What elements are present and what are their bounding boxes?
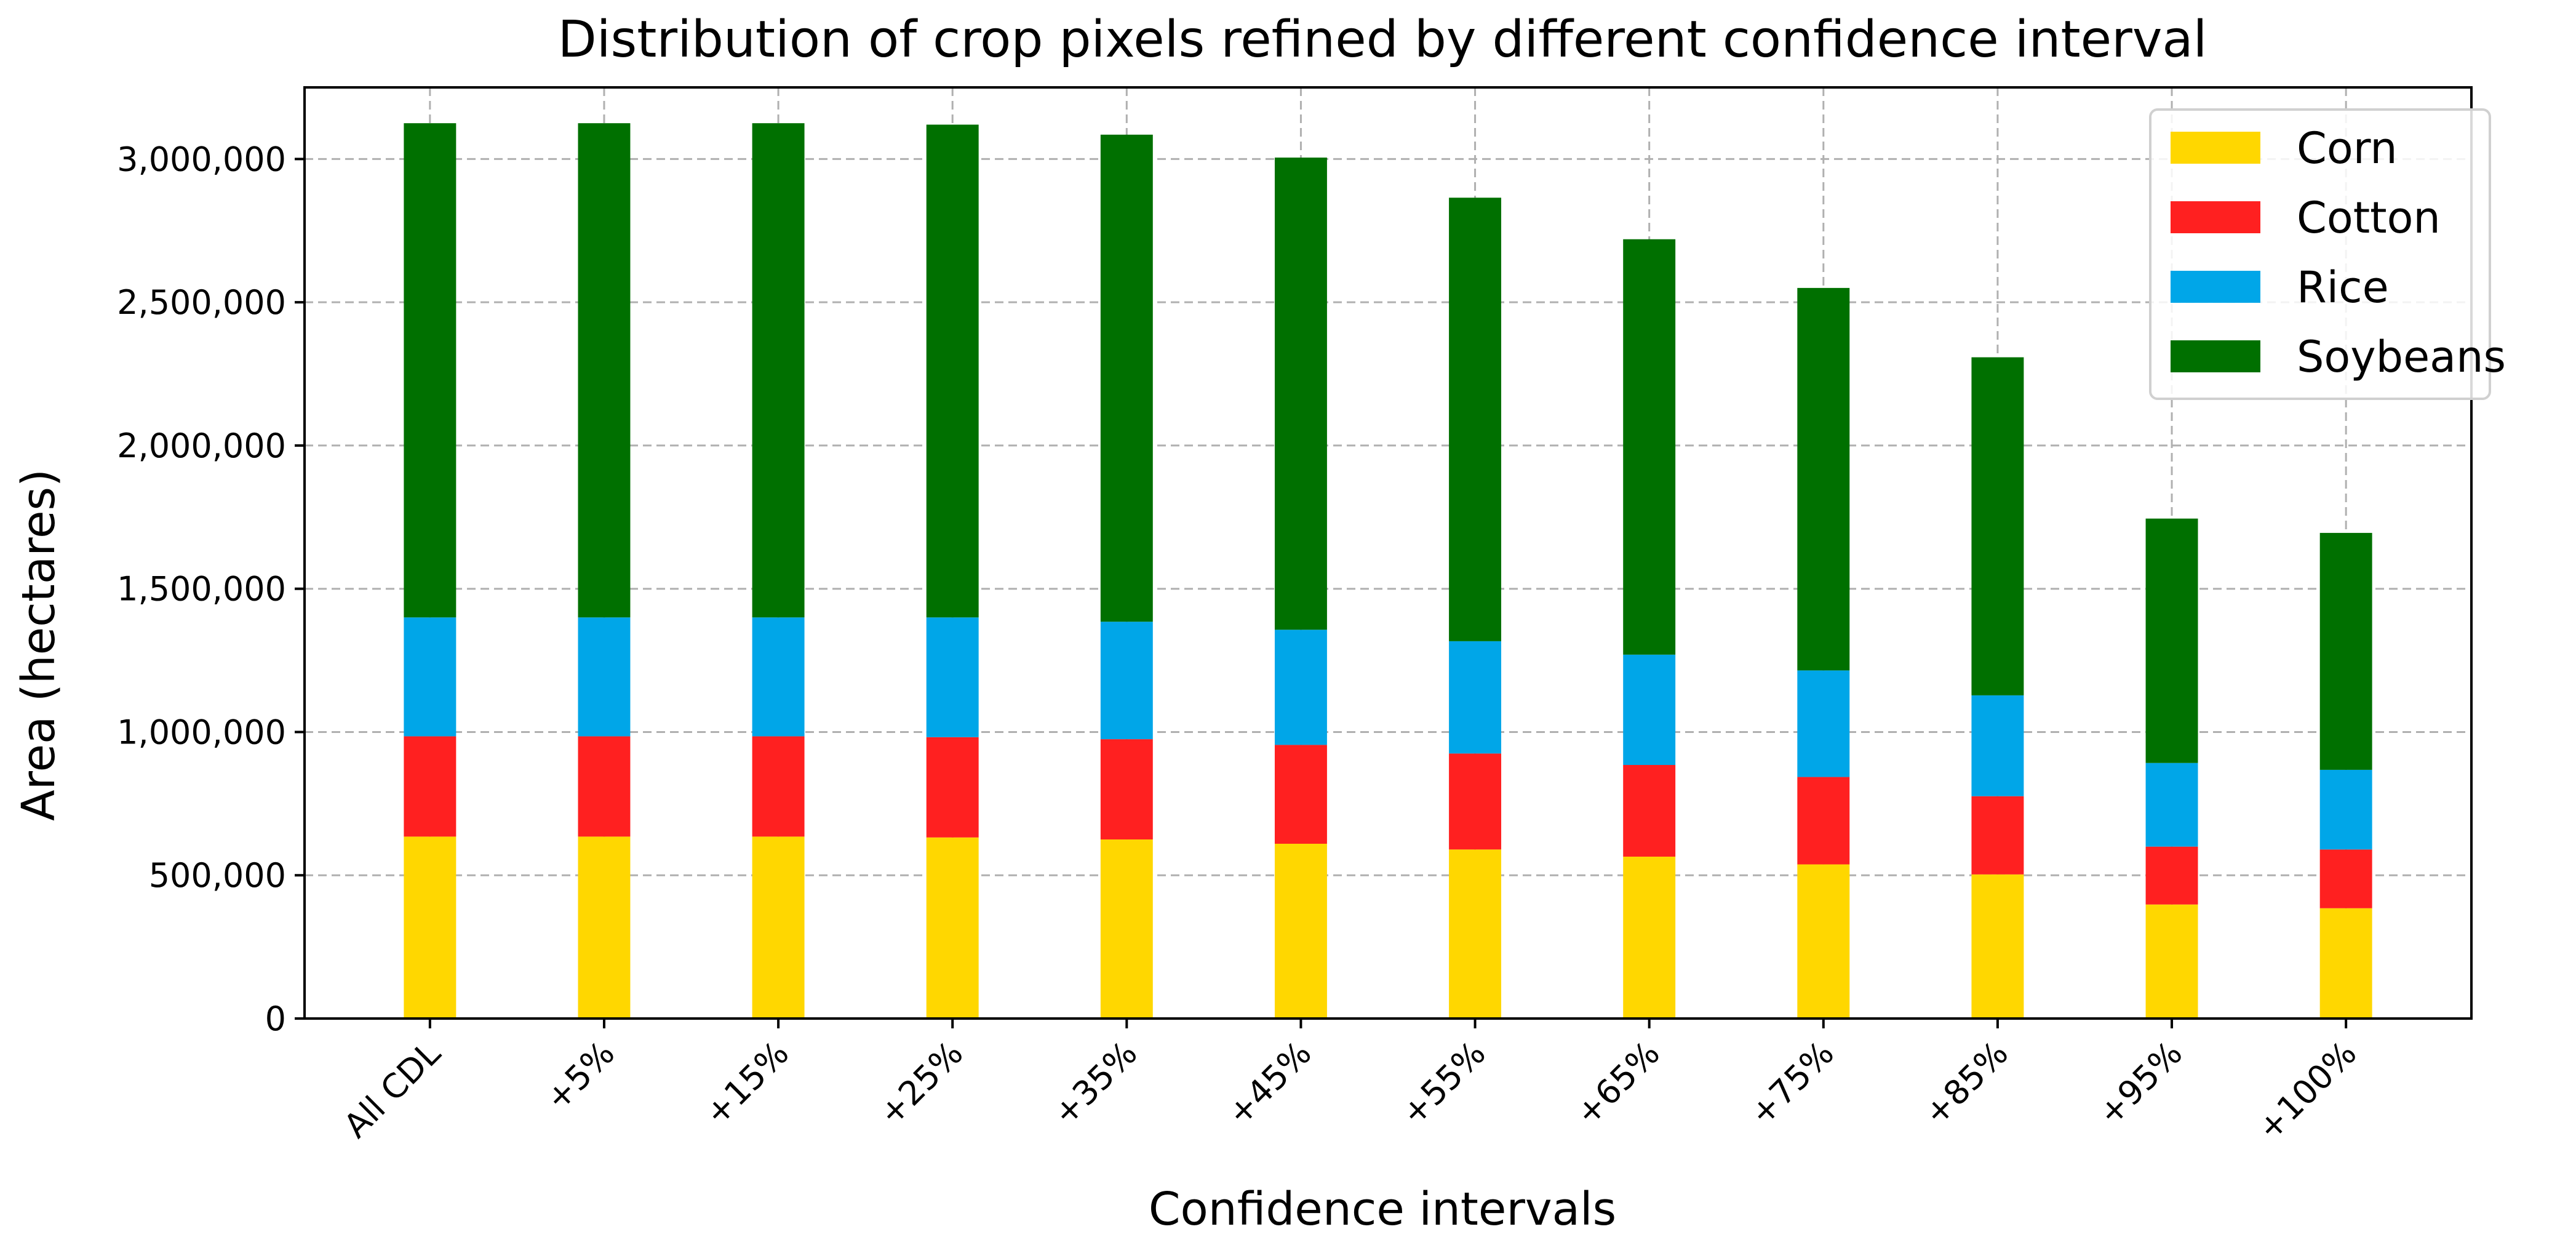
x-axis-label: Confidence intervals <box>1149 1183 1616 1236</box>
bar-cotton-2 <box>578 736 631 837</box>
y-tick-label: 500,000 <box>149 856 286 895</box>
bar-corn-5 <box>1100 839 1153 1019</box>
plot-frame <box>303 86 2473 1020</box>
bar-rice-12 <box>2319 769 2372 850</box>
y-tick-label: 1,000,000 <box>117 713 286 751</box>
y-tick-label: 2,500,000 <box>117 283 286 322</box>
bar-corn-4 <box>926 837 979 1019</box>
legend-label-corn: Corn <box>2297 123 2398 174</box>
legend-label-rice: Rice <box>2297 262 2389 313</box>
bar-rice-1 <box>404 617 457 737</box>
legend-frame <box>2149 108 2491 400</box>
axes <box>303 86 2473 1020</box>
bar-soybeans-5 <box>1100 134 1153 622</box>
bar-soybeans-10 <box>1971 357 2024 695</box>
bar-soybeans-1 <box>404 123 457 618</box>
legend-swatch-cotton <box>2171 201 2260 233</box>
bar-cotton-3 <box>752 736 805 837</box>
bar-cotton-10 <box>1971 796 2024 875</box>
bar-rice-5 <box>1100 622 1153 740</box>
bar-soybeans-12 <box>2319 532 2372 770</box>
bar-rice-9 <box>1797 670 1850 777</box>
bar-cotton-6 <box>1274 745 1327 844</box>
bar-soybeans-9 <box>1797 287 1850 671</box>
bar-rice-8 <box>1623 654 1676 765</box>
legend-swatch-soybeans <box>2171 340 2260 372</box>
legend-label-cotton: Cotton <box>2297 193 2441 243</box>
bar-cotton-5 <box>1100 739 1153 840</box>
bar-rice-6 <box>1274 630 1327 745</box>
bar-soybeans-4 <box>926 124 979 618</box>
bar-corn-7 <box>1449 849 1502 1019</box>
bar-cotton-12 <box>2319 849 2372 908</box>
y-axis-ticks: 0 500,000 1,000,000 1,500,000 2,000,000 2,500… <box>117 140 305 1038</box>
bar-cotton-9 <box>1797 777 1850 865</box>
bar-corn-9 <box>1797 864 1850 1019</box>
bar-cotton-1 <box>404 736 457 837</box>
bar-corn-8 <box>1623 856 1676 1019</box>
bar-rice-10 <box>1971 695 2024 796</box>
bar-cotton-4 <box>926 737 979 838</box>
bar-rice-7 <box>1449 641 1502 754</box>
bar-cotton-7 <box>1449 753 1502 850</box>
bar-corn-12 <box>2319 908 2372 1019</box>
bar-soybeans-3 <box>752 123 805 618</box>
bar-soybeans-7 <box>1449 198 1502 641</box>
y-axis-label: Area (hectares) <box>12 469 65 821</box>
bar-rice-2 <box>578 617 631 737</box>
legend-swatch-rice <box>2171 271 2260 303</box>
legend-label-soybeans: Soybeans <box>2297 332 2506 382</box>
bar-soybeans-8 <box>1623 239 1676 655</box>
bar-corn-10 <box>1971 874 2024 1019</box>
bar-corn-1 <box>404 836 457 1019</box>
legend: Corn Cotton Rice Soybeans <box>2149 108 2506 400</box>
bar-corn-11 <box>2145 904 2198 1019</box>
bar-rice-4 <box>926 617 979 737</box>
bar-stacks <box>404 123 2372 1019</box>
bar-soybeans-11 <box>2145 518 2198 763</box>
bar-corn-6 <box>1274 844 1327 1019</box>
y-tick-label: 3,000,000 <box>117 140 286 178</box>
y-tick-label: 2,000,000 <box>117 426 286 465</box>
bar-soybeans-6 <box>1274 158 1327 630</box>
legend-swatch-corn <box>2171 132 2260 164</box>
chart-title: Distribution of crop pixels refined by d… <box>558 10 2207 69</box>
bar-rice-11 <box>2145 763 2198 847</box>
bar-rice-3 <box>752 617 805 737</box>
bar-corn-2 <box>578 836 631 1019</box>
y-tick-label: 0 <box>265 999 286 1038</box>
bar-corn-3 <box>752 836 805 1019</box>
bar-cotton-8 <box>1623 764 1676 857</box>
bar-soybeans-2 <box>578 123 631 618</box>
y-tick-label: 1,500,000 <box>117 570 286 609</box>
bar-cotton-11 <box>2145 846 2198 905</box>
